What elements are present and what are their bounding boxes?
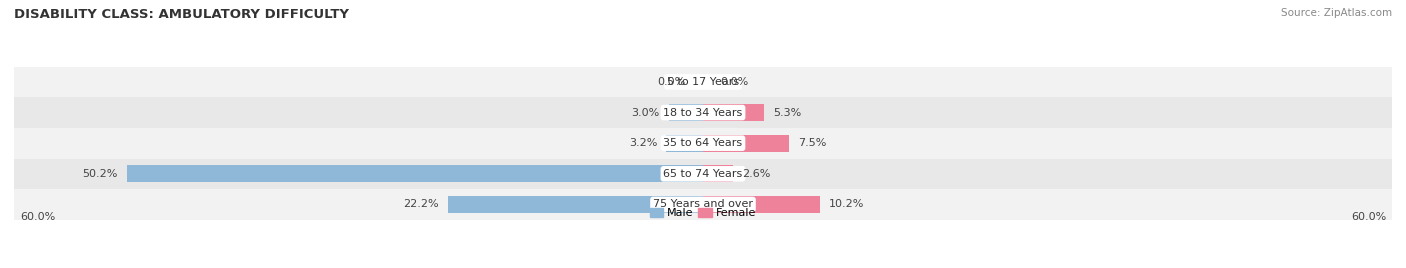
Text: 50.2%: 50.2% <box>82 169 117 179</box>
Text: 0.0%: 0.0% <box>720 77 748 87</box>
Bar <box>14 158 1392 189</box>
Text: 10.2%: 10.2% <box>830 199 865 210</box>
Bar <box>449 196 703 213</box>
Text: 18 to 34 Years: 18 to 34 Years <box>664 107 742 118</box>
Text: 5 to 17 Years: 5 to 17 Years <box>666 77 740 87</box>
Bar <box>127 165 703 182</box>
Bar <box>666 135 703 152</box>
Text: 75 Years and over: 75 Years and over <box>652 199 754 210</box>
Bar <box>14 67 1392 97</box>
Text: 5.3%: 5.3% <box>773 107 801 118</box>
Bar <box>669 104 703 121</box>
Bar <box>14 128 1392 158</box>
Text: 0.0%: 0.0% <box>658 77 686 87</box>
Text: 22.2%: 22.2% <box>404 199 439 210</box>
Bar <box>14 189 1392 220</box>
Text: 2.6%: 2.6% <box>742 169 770 179</box>
Bar <box>703 196 820 213</box>
Text: 3.0%: 3.0% <box>631 107 659 118</box>
Bar <box>703 104 763 121</box>
Bar <box>703 165 733 182</box>
Text: 65 to 74 Years: 65 to 74 Years <box>664 169 742 179</box>
Legend: Male, Female: Male, Female <box>645 204 761 223</box>
Text: 7.5%: 7.5% <box>799 138 827 148</box>
Bar <box>14 97 1392 128</box>
Text: 60.0%: 60.0% <box>1351 212 1386 222</box>
Text: DISABILITY CLASS: AMBULATORY DIFFICULTY: DISABILITY CLASS: AMBULATORY DIFFICULTY <box>14 8 349 21</box>
Text: Source: ZipAtlas.com: Source: ZipAtlas.com <box>1281 8 1392 18</box>
Text: 3.2%: 3.2% <box>628 138 657 148</box>
Text: 35 to 64 Years: 35 to 64 Years <box>664 138 742 148</box>
Bar <box>703 135 789 152</box>
Text: 60.0%: 60.0% <box>20 212 55 222</box>
